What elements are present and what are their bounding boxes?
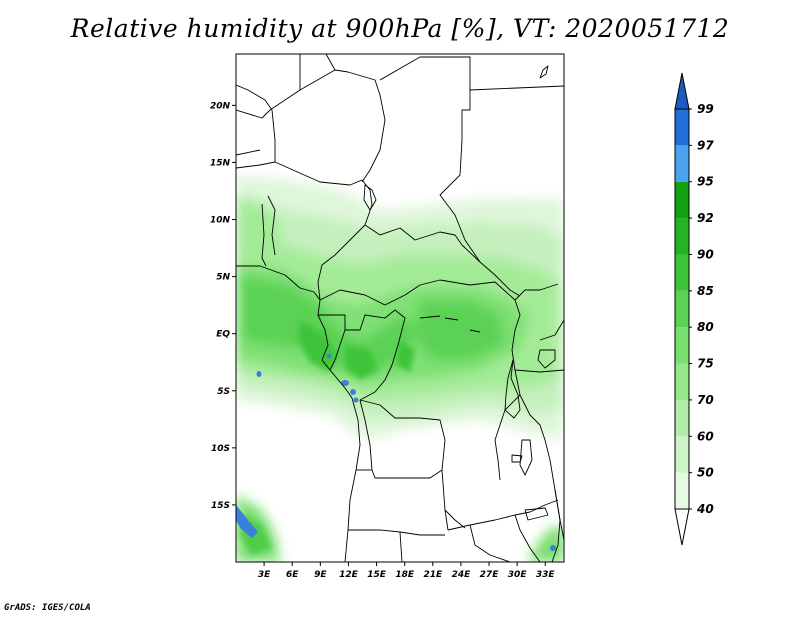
lon-tick-label: 18E [395,570,415,580]
lat-tick-label: 5N [216,273,230,283]
colorbar-segment [675,109,689,146]
colorbar-segment [675,327,689,364]
credit-text: GrADS: IGES/COLA [4,603,91,613]
colorbar-segment [675,290,689,328]
country-borders [236,54,564,562]
lat-tick-label: 10N [210,216,231,226]
plot-frame [235,53,565,563]
colorbar-segment [675,363,689,400]
lon-tick-label: 12E [339,570,359,580]
colorbar-label: 50 [697,466,714,480]
lat-tick-label: EQ [216,330,230,340]
colorbar-label: 70 [697,393,714,407]
colorbar-label: 92 [697,211,714,225]
colorbar-segment [675,145,689,182]
lon-tick-label: 21E [423,570,443,580]
lon-tick-label: 30E [508,570,528,580]
lat-tick-label: 15S [211,501,230,511]
colorbar-upper-triangle [674,72,690,110]
lon-tick-label: 24E [452,570,472,580]
colorbar-label: 75 [697,357,714,371]
lat-tick-label: 20N [210,101,231,111]
lon-tick-label: 9E [314,570,327,580]
colorbar-label: 95 [697,175,714,189]
colorbar-label: 80 [697,320,714,334]
longitude-axis: 3E 6E 9E 12E 15E 18E 21E 24E 27E 30E 33E [258,562,556,580]
colorbar-label: 97 [697,138,714,152]
lon-tick-label: 15E [367,570,387,580]
colorbar-segment [675,436,689,473]
lon-tick-label: 6E [286,570,299,580]
colorbar-segment [675,218,689,255]
latitude-axis: 20N 15N 10N 5N EQ 5S 10S 15S [210,101,236,511]
lon-tick-label: 27E [480,570,500,580]
colorbar-label: 90 [697,247,714,261]
lon-tick-label: 3E [258,570,271,580]
colorbar: 40 50 60 70 75 80 85 90 92 95 97 99 [674,72,714,546]
lat-tick-label: 15N [210,158,231,168]
lat-tick-label: 5S [217,387,230,397]
lon-tick-label: 33E [536,570,556,580]
colorbar-segment [675,472,689,509]
colorbar-label: 99 [697,102,714,116]
colorbar-segment [675,399,689,437]
colorbar-label: 60 [697,429,714,443]
colorbar-segment [675,181,689,219]
map-title: Relative humidity at 900hPa [%], VT: 202… [70,14,730,43]
colorbar-lower-triangle [674,508,690,546]
lat-tick-label: 10S [211,444,230,454]
humidity-field [236,175,564,562]
colorbar-segment [675,254,689,291]
colorbar-label: 40 [696,502,714,516]
colorbar-label: 85 [697,284,714,298]
